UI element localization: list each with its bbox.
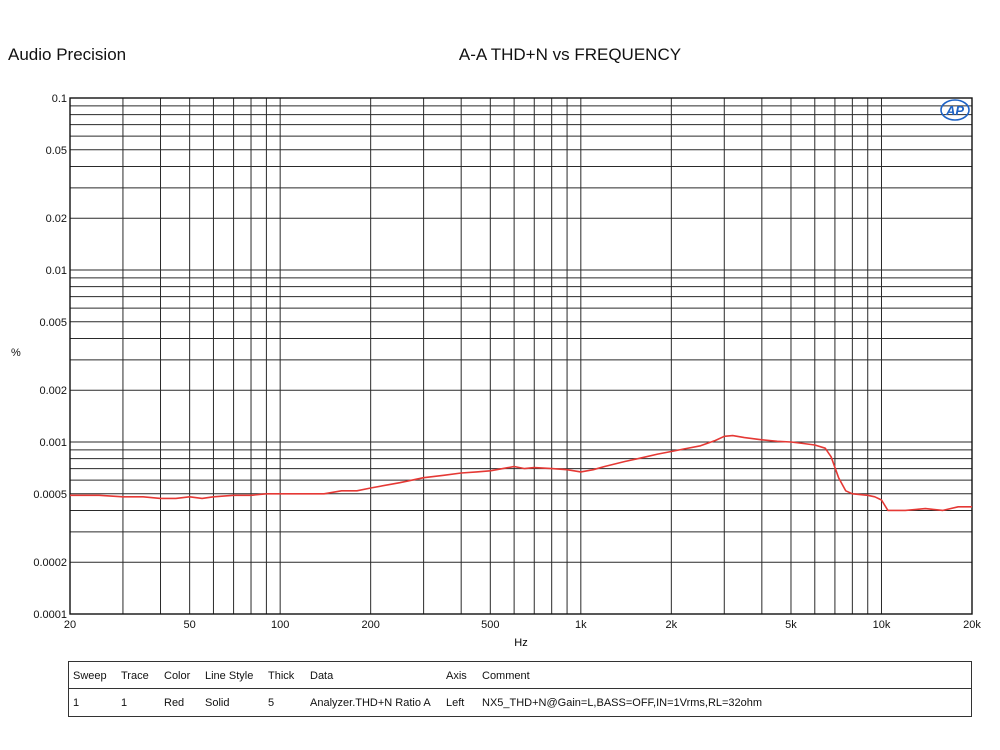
- legend-header-line-style: Line Style: [205, 670, 254, 682]
- legend-cell-comment: NX5_THD+N@Gain=L,BASS=OFF,IN=1Vrms,RL=32…: [482, 697, 763, 709]
- legend-table: Sweep Trace Color Line Style Thick Data …: [68, 661, 972, 717]
- legend-header-trace: Trace: [121, 670, 149, 682]
- legend-header-sweep: Sweep: [73, 670, 107, 682]
- legend-cell-thick: 5: [268, 697, 275, 709]
- legend-header-row: Sweep Trace Color Line Style Thick Data …: [69, 662, 971, 689]
- legend-cell-trace: 1: [121, 697, 128, 709]
- x-tick-label: 50: [184, 619, 196, 631]
- ap-logo-icon: AP: [940, 99, 970, 121]
- y-tick-label: 0.05: [46, 145, 67, 157]
- x-tick-label: 20k: [963, 619, 981, 631]
- x-tick-label: 200: [361, 619, 379, 631]
- legend-header-thick: Thick: [268, 670, 295, 682]
- svg-text:AP: AP: [945, 103, 964, 118]
- y-tick-label: 0.0001: [33, 609, 67, 621]
- y-tick-label: 0.0005: [33, 489, 67, 501]
- legend-cell-line-style: Solid: [205, 697, 230, 709]
- legend-header-axis: Axis: [446, 670, 467, 682]
- legend-header-color: Color: [164, 670, 191, 682]
- y-tick-label: 0.01: [46, 265, 67, 277]
- y-axis-label: %: [11, 347, 21, 359]
- x-tick-label: 5k: [785, 619, 797, 631]
- legend-cell-axis: Left: [446, 697, 465, 709]
- grid: [69, 97, 973, 615]
- legend-row: 1 1 Red Solid 5 Analyzer.THD+N Ratio A L…: [69, 689, 971, 715]
- legend-cell-data: Analyzer.THD+N Ratio A: [310, 697, 431, 709]
- x-tick-label: 10k: [873, 619, 891, 631]
- thd-frequency-chart: 20 50 100 200 500 1k 2k 5k 10k 20k 0.1 0.05 0.02 0.01…: [33, 93, 981, 649]
- tick-labels: 20 50 100 200 500 1k 2k 5k 10k 20k 0.1 0.05 0.02 0.01…: [33, 93, 981, 631]
- brand-name: Audio Precision: [8, 45, 127, 64]
- legend-header-comment: Comment: [482, 670, 530, 682]
- legend-cell-sweep: 1: [73, 697, 80, 709]
- x-tick-label: 500: [481, 619, 499, 631]
- y-tick-label: 0.002: [39, 385, 67, 397]
- y-tick-label: 0.02: [46, 213, 67, 225]
- x-tick-label: 20: [64, 619, 76, 631]
- chart-title: A-A THD+N vs FREQUENCY: [458, 45, 682, 64]
- traces: [70, 434, 972, 512]
- x-tick-label: 100: [271, 619, 289, 631]
- trace-line-thd-n: [70, 434, 972, 512]
- x-tick-label: 2k: [666, 619, 678, 631]
- plot-frame: [69, 97, 973, 615]
- y-tick-label: 0.005: [39, 317, 67, 329]
- legend-header-data: Data: [310, 670, 334, 682]
- x-axis-label: Hz: [514, 637, 527, 649]
- y-tick-label: 0.1: [52, 93, 67, 105]
- legend-cell-color: Red: [164, 697, 185, 709]
- y-tick-label: 0.001: [39, 437, 67, 449]
- y-tick-label: 0.0002: [33, 557, 67, 569]
- x-tick-label: 1k: [575, 619, 587, 631]
